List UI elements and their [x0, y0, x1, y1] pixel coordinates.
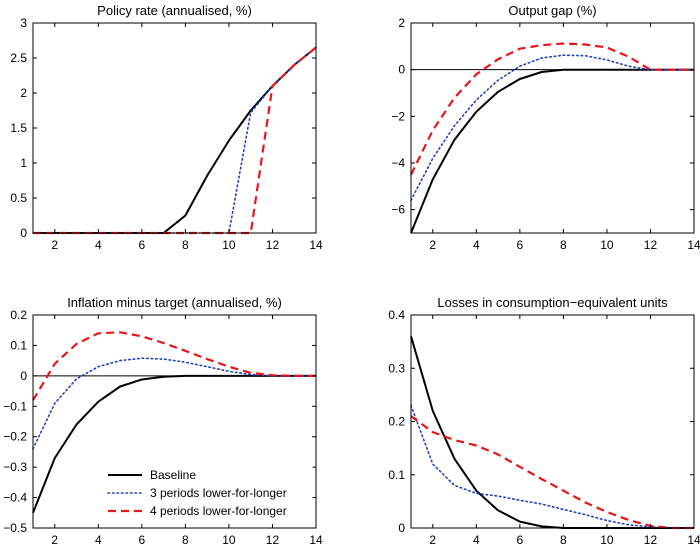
y-tick-label: −4: [391, 156, 405, 170]
y-tick-label: −2: [391, 109, 405, 123]
x-tick-label: 10: [222, 533, 236, 547]
series-line-dashed: [410, 42, 694, 176]
x-tick-label: 10: [222, 238, 236, 252]
x-tick-label: 4: [473, 533, 480, 547]
y-tick-label: −0.5: [3, 521, 27, 535]
x-tick-label: 12: [644, 533, 658, 547]
legend-label: 3 periods lower-for-longer: [150, 486, 287, 500]
y-tick-label: 2: [20, 86, 27, 100]
x-tick-label: 6: [139, 533, 146, 547]
axes-box: [32, 314, 317, 529]
series-line-solid: [33, 46, 317, 234]
panel-title: Policy rate (annualised, %): [97, 3, 252, 18]
legend-label: Baseline: [150, 468, 196, 482]
y-tick-label: 0.3: [388, 361, 405, 375]
x-tick-label: 4: [473, 238, 480, 252]
panel-title: Output gap (%): [508, 3, 596, 18]
series-line-dashed: [33, 46, 317, 235]
panel-4: Losses in consumption−equivalent units 2 4…: [388, 295, 700, 547]
y-tick-label: 2: [398, 16, 405, 30]
y-tick-label: 2.5: [10, 51, 27, 65]
y-tick-label: 0.2: [388, 415, 405, 429]
x-tick-label: 14: [309, 238, 323, 252]
y-tick-label: 1.5: [10, 121, 27, 135]
series-line-dotted: [32, 357, 317, 450]
panel-2: Output gap (%) 2 4 6 8 10 12 14 −6 −4 −2 0 2: [391, 3, 700, 252]
y-tick-label: −0.4: [3, 491, 27, 505]
x-tick-label: 10: [600, 238, 614, 252]
y-tick-label: 0.5: [10, 191, 27, 205]
x-tick-label: 12: [644, 238, 658, 252]
legend-label: 4 periods lower-for-longer: [150, 504, 287, 518]
x-tick-label: 14: [687, 238, 700, 252]
legend: Baseline 3 periods lower-for-longer 4 peri…: [99, 464, 313, 524]
panel-3: Inflation minus target (annualised, %) 2 4…: [3, 295, 323, 547]
y-tick-label: 0: [398, 521, 405, 535]
x-tick-label: 8: [182, 533, 189, 547]
x-tick-label: 6: [139, 238, 146, 252]
panel-title: Inflation minus target (annualised, %): [67, 295, 282, 310]
panel-title: Losses in consumption−equivalent units: [437, 295, 668, 310]
y-tick-label: 0.1: [10, 338, 27, 352]
axes-box: [410, 314, 695, 529]
y-tick-label: 1: [20, 156, 27, 170]
series-line-dashed: [410, 415, 694, 530]
series-line-dotted: [410, 54, 695, 202]
x-tick-label: 8: [560, 533, 567, 547]
x-tick-label: 10: [600, 533, 614, 547]
y-tick-label: 0.1: [388, 468, 405, 482]
x-tick-label: 2: [51, 238, 58, 252]
axes-box: [410, 22, 695, 234]
series-line-dashed: [32, 331, 316, 401]
x-tick-label: 4: [95, 238, 102, 252]
y-tick-label: 0: [20, 226, 27, 240]
x-tick-label: 2: [429, 533, 436, 547]
y-tick-label: 0.2: [10, 308, 27, 322]
series-line-solid: [410, 68, 694, 234]
y-tick-label: −0.1: [3, 399, 27, 413]
x-tick-label: 8: [560, 238, 567, 252]
x-tick-label: 6: [517, 533, 524, 547]
series-line-dotted: [410, 404, 695, 529]
axes-box: [32, 22, 317, 234]
x-tick-label: 2: [51, 533, 58, 547]
x-tick-label: 8: [182, 238, 189, 252]
x-tick-label: 2: [429, 238, 436, 252]
x-tick-label: 4: [95, 533, 102, 547]
series-line-dotted: [32, 46, 317, 234]
x-tick-label: 12: [266, 238, 280, 252]
y-tick-label: 0: [398, 63, 405, 77]
y-tick-label: 3: [20, 16, 27, 30]
y-tick-label: 0: [20, 369, 27, 383]
series-line-solid: [410, 336, 694, 529]
panel-1: Policy rate (annualised, %)2 4 6 8 10 12 1400.…: [10, 3, 323, 252]
x-tick-label: 6: [517, 238, 524, 252]
y-tick-label: 0.4: [388, 308, 405, 322]
y-tick-label: −0.2: [3, 430, 27, 444]
y-tick-label: −0.3: [3, 460, 27, 474]
x-tick-label: 14: [687, 533, 700, 547]
y-tick-label: −6: [391, 203, 405, 217]
x-tick-label: 14: [309, 533, 323, 547]
x-tick-label: 12: [266, 533, 280, 547]
